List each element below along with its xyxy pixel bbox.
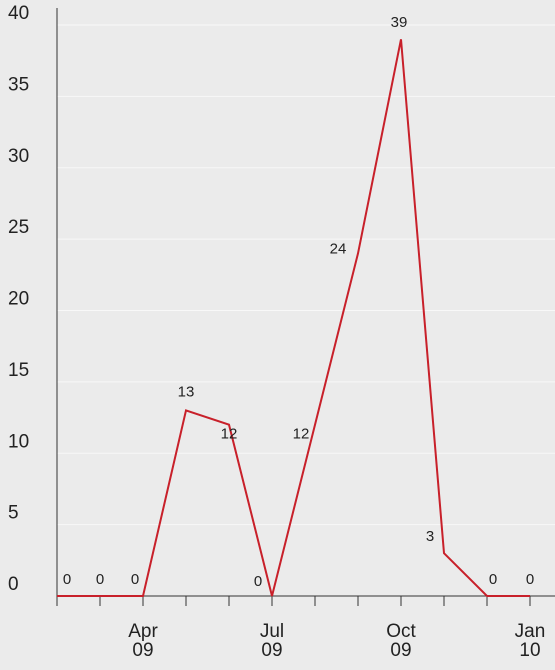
y-tick-label: 5 — [8, 503, 19, 524]
y-tick-label: 0 — [8, 574, 19, 595]
y-tick-label: 15 — [8, 360, 29, 381]
y-tick-label: 35 — [8, 74, 29, 95]
x-tick-label: Oct 09 — [386, 621, 416, 661]
data-label: 0 — [254, 573, 262, 590]
data-label: 0 — [63, 571, 71, 588]
x-tick-label: Apr 09 — [128, 621, 158, 661]
data-label: 12 — [221, 426, 238, 443]
data-label: 0 — [489, 571, 497, 588]
data-label: 24 — [330, 240, 347, 257]
y-tick-label: 25 — [8, 217, 29, 238]
y-tick-label: 10 — [8, 431, 29, 452]
data-label: 12 — [293, 426, 310, 443]
y-tick-label: 20 — [8, 289, 29, 310]
data-label: 39 — [391, 14, 408, 31]
y-tick-label: 40 — [8, 3, 29, 24]
data-label: 0 — [526, 571, 534, 588]
data-label: 0 — [131, 571, 139, 588]
data-line — [57, 39, 530, 597]
x-tick-label: Jan 10 — [514, 621, 546, 661]
y-tick-label: 30 — [8, 146, 29, 167]
data-label: 0 — [96, 571, 104, 588]
data-label: 13 — [178, 383, 195, 400]
data-label: 3 — [426, 528, 434, 545]
x-tick-label: Jul 09 — [259, 621, 285, 661]
